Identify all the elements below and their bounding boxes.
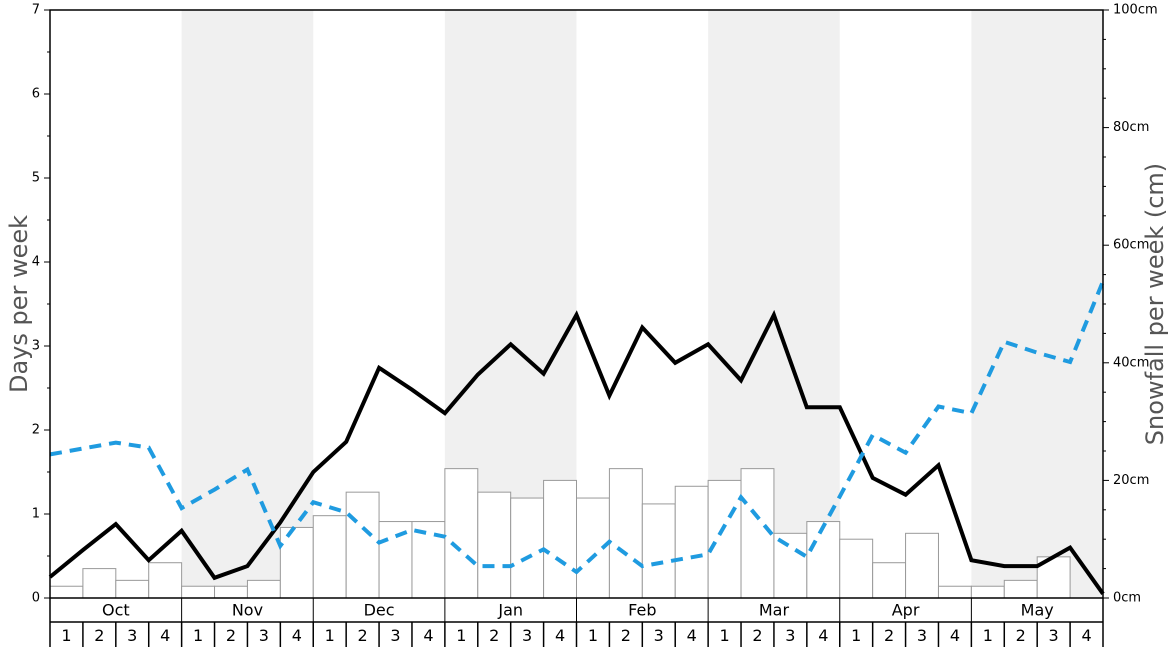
week-label: 4 bbox=[555, 626, 565, 645]
week-label: 1 bbox=[983, 626, 993, 645]
right-tick-label: 100cm bbox=[1113, 3, 1158, 18]
snowfall-bar bbox=[970, 585, 1005, 599]
snowfall-bar bbox=[444, 468, 479, 599]
month-label: Apr bbox=[892, 601, 920, 620]
week-label: 2 bbox=[621, 626, 631, 645]
month-label: Oct bbox=[102, 601, 130, 620]
right-tick-label: 40cm bbox=[1113, 355, 1149, 370]
snowfall-bar bbox=[279, 526, 314, 599]
snowfall-bar bbox=[707, 479, 742, 599]
snowfall-bar bbox=[49, 585, 84, 599]
left-tick-label: 6 bbox=[32, 87, 40, 102]
month-label: Nov bbox=[232, 601, 263, 620]
week-label: 3 bbox=[259, 626, 269, 645]
week-label: 4 bbox=[1081, 626, 1091, 645]
right-axis: 0cm 20cm 40cm 60cm 80cm 100cm bbox=[1103, 3, 1158, 606]
dashed-line-series bbox=[49, 280, 1105, 575]
snowfall-bar bbox=[477, 491, 512, 599]
week-label: 2 bbox=[489, 626, 499, 645]
left-tick-label: 4 bbox=[32, 255, 40, 270]
snowfall-bar bbox=[181, 585, 216, 599]
week-label: 3 bbox=[522, 626, 532, 645]
month-band bbox=[971, 10, 1103, 598]
right-axis-title: Snowfall per week (cm) bbox=[1141, 163, 1168, 445]
week-label: 3 bbox=[127, 626, 137, 645]
week-label: 2 bbox=[1016, 626, 1026, 645]
month-label: Feb bbox=[628, 601, 656, 620]
month-bands bbox=[181, 10, 1103, 598]
snowfall-bar bbox=[806, 521, 841, 599]
snowfall-bar bbox=[608, 468, 643, 599]
month-label: Jan bbox=[497, 601, 523, 620]
week-label: 3 bbox=[1049, 626, 1059, 645]
snowfall-bar bbox=[905, 532, 939, 599]
snowfall-bar bbox=[82, 568, 117, 599]
month-band bbox=[181, 10, 314, 598]
week-label: 2 bbox=[94, 626, 104, 645]
snowfall-bar bbox=[246, 579, 281, 599]
week-label: 3 bbox=[654, 626, 664, 645]
snowfall-bar bbox=[312, 515, 347, 599]
left-tick-label: 7 bbox=[32, 3, 40, 18]
snowfall-bar bbox=[641, 503, 676, 599]
right-tick-label: 60cm bbox=[1113, 238, 1149, 253]
week-label: 4 bbox=[687, 626, 697, 645]
week-label: 3 bbox=[390, 626, 400, 645]
month-label: Mar bbox=[759, 601, 790, 620]
week-label: 1 bbox=[193, 626, 203, 645]
week-label: 1 bbox=[456, 626, 466, 645]
snowfall-bar bbox=[773, 532, 808, 599]
snowfall-bar bbox=[214, 585, 248, 599]
left-axis-title: Days per week bbox=[5, 215, 33, 393]
left-tick-label: 5 bbox=[32, 171, 40, 186]
left-tick-label: 1 bbox=[32, 507, 40, 522]
left-tick-label: 0 bbox=[32, 591, 40, 606]
month-label: May bbox=[1021, 601, 1054, 620]
week-label: 2 bbox=[884, 626, 894, 645]
week-label: 4 bbox=[160, 626, 170, 645]
week-label: 1 bbox=[851, 626, 861, 645]
month-label: Dec bbox=[364, 601, 395, 620]
data-lines bbox=[48, 280, 1105, 595]
right-tick-label: 0cm bbox=[1113, 591, 1141, 606]
left-tick-label: 2 bbox=[32, 423, 40, 438]
week-label: 1 bbox=[588, 626, 598, 645]
week-label: 4 bbox=[950, 626, 960, 645]
week-label: 4 bbox=[292, 626, 302, 645]
snowfall-bar bbox=[148, 562, 183, 599]
snowfall-bar bbox=[937, 585, 972, 599]
snowfall-bars bbox=[49, 468, 1071, 599]
snowfall-bar bbox=[674, 485, 709, 599]
snowfall-bar bbox=[510, 497, 545, 599]
week-label: 4 bbox=[818, 626, 828, 645]
week-row: 1 2 3 4 1 2 3 4 1 2 3 4 1 2 3 4 1 2 3 4 1 2 3 4 1 2 3 4 1 2 3 4 bbox=[61, 622, 1092, 647]
week-label: 1 bbox=[719, 626, 729, 645]
snowfall-bar bbox=[115, 579, 150, 599]
week-label: 4 bbox=[423, 626, 433, 645]
week-label: 1 bbox=[325, 626, 335, 645]
week-label: 1 bbox=[61, 626, 71, 645]
snowfall-bar bbox=[1003, 579, 1038, 599]
right-tick-label: 20cm bbox=[1113, 473, 1149, 488]
snowfall-bar bbox=[740, 468, 775, 599]
snowfall-bar bbox=[872, 562, 907, 599]
week-label: 3 bbox=[917, 626, 927, 645]
right-tick-label: 80cm bbox=[1113, 120, 1149, 135]
snowfall-bar bbox=[543, 479, 577, 599]
left-tick-label: 3 bbox=[32, 339, 40, 354]
week-label: 3 bbox=[785, 626, 795, 645]
week-label: 2 bbox=[752, 626, 762, 645]
snowfall-bar bbox=[839, 538, 874, 599]
left-axis: 0 1 2 3 4 5 6 7 bbox=[32, 3, 50, 606]
week-label: 2 bbox=[358, 626, 368, 645]
week-label: 2 bbox=[226, 626, 236, 645]
solid-line-series bbox=[48, 309, 1105, 595]
month-row: Oct Nov Dec Jan Feb Mar Apr May bbox=[49, 598, 1104, 647]
snowfall-bar bbox=[345, 491, 380, 599]
